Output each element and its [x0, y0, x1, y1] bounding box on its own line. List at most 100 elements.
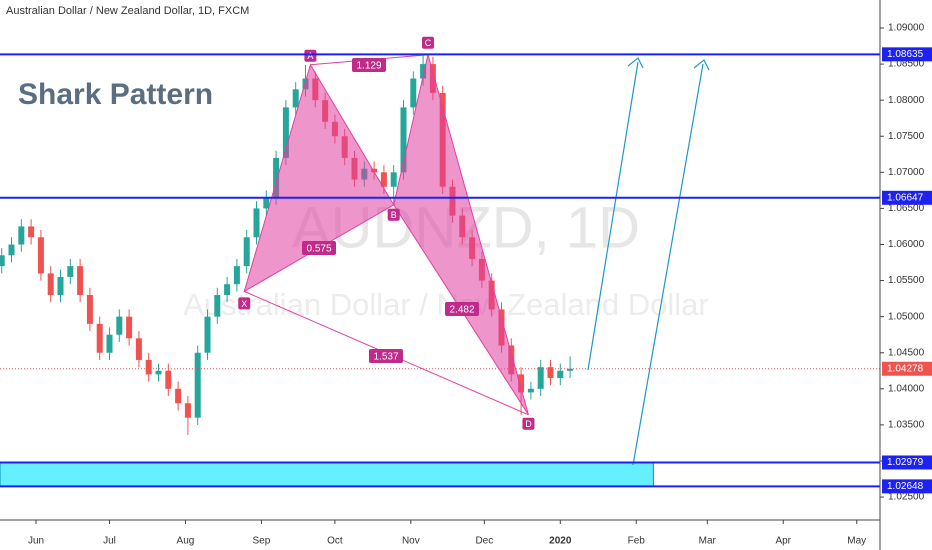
candle-body: [155, 370, 162, 375]
candle-body: [243, 237, 250, 267]
ratio-label: 2.482: [449, 305, 474, 316]
candle-body: [214, 294, 221, 317]
candle-body: [527, 388, 534, 393]
candle-body: [380, 172, 387, 187]
y-tick-label: 1.05500: [888, 275, 925, 286]
candle-body: [96, 323, 103, 353]
hline-price-box: [882, 455, 932, 470]
y-tick-label: 1.07500: [888, 131, 925, 142]
candle-body: [537, 367, 544, 389]
pattern-point-label: D: [525, 419, 532, 429]
ratio-box: [302, 241, 336, 255]
hline-price-box: [882, 190, 932, 205]
x-tick-label: Mar: [699, 536, 717, 547]
pattern-point-label: A: [307, 51, 313, 61]
candle-body: [263, 197, 270, 209]
hline-price-label: 1.06647: [887, 192, 924, 203]
candle-body: [28, 226, 35, 238]
candle-body: [410, 78, 417, 108]
candle-body: [165, 370, 172, 389]
arrow: [587, 61, 639, 371]
pattern-point-box: [387, 208, 400, 221]
arrow-head: [627, 57, 644, 69]
pattern-point-label: X: [241, 299, 247, 309]
hline-price-box: [882, 479, 932, 494]
candle-body: [57, 276, 64, 295]
candle-body: [518, 374, 525, 393]
candle-body: [420, 64, 427, 79]
x-tick-label: Nov: [402, 536, 420, 547]
zone: [0, 461, 654, 487]
candle-body: [292, 89, 299, 108]
ratio-box: [445, 302, 479, 316]
x-tick-label: May: [847, 536, 866, 547]
pattern-point-box: [238, 297, 251, 310]
pattern-point-box: [522, 417, 535, 430]
y-tick-label: 1.05000: [888, 311, 925, 322]
x-tick-label: Apr: [775, 536, 791, 547]
candle-body: [567, 368, 574, 371]
hline-price-label: 1.02648: [887, 481, 924, 492]
ratio-box: [369, 349, 403, 363]
pattern-point-label: B: [391, 210, 397, 220]
candle-body: [175, 388, 182, 404]
candle-body: [547, 367, 554, 378]
hline-price-label: 1.02979: [887, 457, 924, 468]
candle-body: [204, 316, 211, 353]
candle-body: [400, 107, 407, 173]
candle-body: [86, 294, 93, 324]
x-tick-label: Feb: [628, 536, 646, 547]
y-tick-label: 1.04500: [888, 347, 925, 358]
y-tick-label: 1.08500: [888, 59, 925, 70]
annotation: Shark Pattern: [18, 78, 213, 111]
y-tick-label: 1.06500: [888, 203, 925, 214]
pattern-point-box: [304, 49, 317, 62]
ratio-label: 1.129: [356, 61, 381, 72]
y-tick-label: 1.04000: [888, 383, 925, 394]
candle-body: [67, 266, 74, 277]
chart-title: Australian Dollar / New Zealand Dollar, …: [6, 5, 249, 17]
x-tick-label: 2020: [549, 536, 572, 547]
candle-body: [47, 273, 54, 295]
x-tick-label: Jul: [103, 536, 116, 547]
candle-body: [18, 226, 25, 245]
candle-body: [135, 338, 142, 360]
candle-body: [194, 352, 201, 418]
y-tick-label: 1.08000: [888, 95, 925, 106]
y-tick-label: 1.02500: [888, 492, 925, 503]
pattern-point-label: C: [425, 38, 432, 48]
candle-body: [390, 172, 397, 187]
candle-body: [184, 403, 191, 418]
hline-price-box: [882, 47, 932, 62]
y-tick-label: 1.06000: [888, 239, 925, 250]
candle-body: [37, 237, 44, 274]
candle-body: [233, 266, 240, 285]
x-tick-label: Jun: [28, 536, 44, 547]
ratio-label: 1.537: [373, 352, 398, 363]
candle-body: [116, 316, 123, 335]
x-tick-label: Oct: [327, 536, 343, 547]
candle-body: [253, 208, 260, 238]
candle-body: [273, 157, 280, 198]
candle-body: [106, 334, 113, 353]
x-tick-label: Aug: [177, 536, 195, 547]
last-price-label: 1.04278: [887, 363, 924, 374]
hline-price-label: 1.08635: [887, 49, 924, 60]
ratio-box: [352, 58, 386, 72]
pattern-point-box: [421, 36, 434, 49]
candle-body: [145, 359, 152, 375]
arrow-head: [693, 59, 710, 71]
candle-body: [0, 255, 5, 267]
arrow: [632, 63, 704, 466]
candle-body: [126, 316, 133, 339]
last-price-box: [882, 361, 932, 376]
x-tick-label: Sep: [253, 536, 271, 547]
y-tick-label: 1.09000: [888, 23, 925, 34]
candle-body: [224, 284, 231, 295]
y-tick-label: 1.07000: [888, 167, 925, 178]
ratio-label: 0.575: [306, 244, 331, 255]
x-tick-label: Dec: [475, 536, 493, 547]
candle-body: [557, 370, 564, 378]
candle-body: [282, 107, 289, 158]
